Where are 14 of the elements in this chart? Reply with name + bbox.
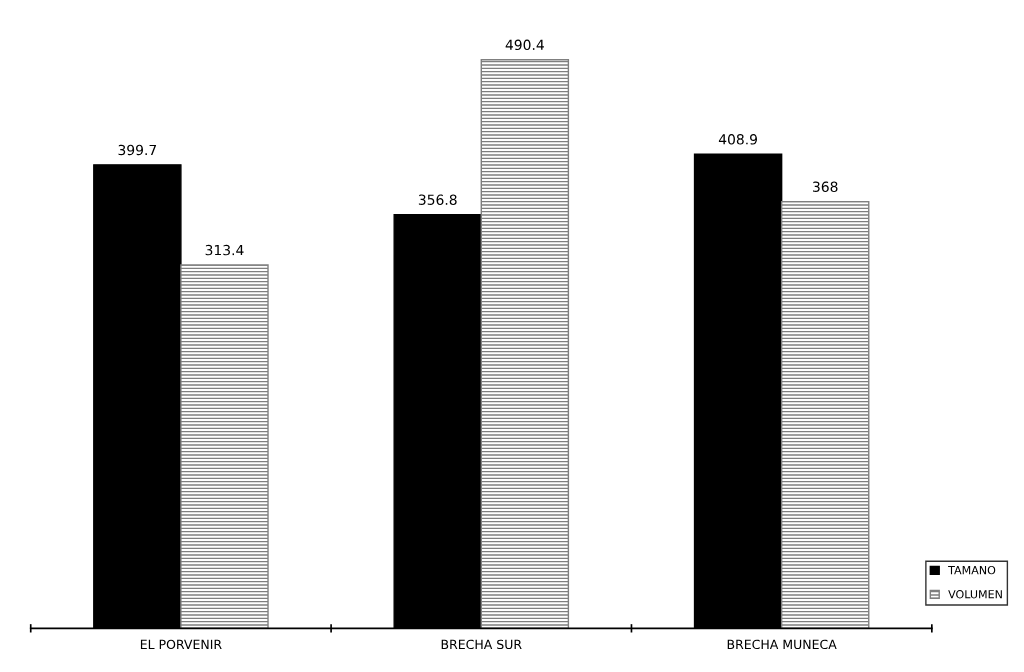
data-label: 356.8 [418, 194, 457, 205]
x-tick-label: EL PORVENIR [140, 639, 222, 650]
data-label: 408.9 [718, 134, 757, 145]
bar [180, 264, 269, 629]
bar [780, 200, 870, 629]
legend-label: VOLUMEN [948, 590, 1002, 599]
legend-label: TAMANO [948, 565, 996, 575]
data-label: 313.4 [205, 244, 244, 256]
data-label: 399.7 [118, 144, 157, 156]
data-label: 368 [813, 181, 838, 192]
x-tick-label: BRECHA MUNECA [727, 639, 837, 650]
x-tick-label: BRECHA SUR [441, 639, 522, 650]
data-label: 490.4 [505, 39, 544, 51]
bar [480, 59, 570, 629]
